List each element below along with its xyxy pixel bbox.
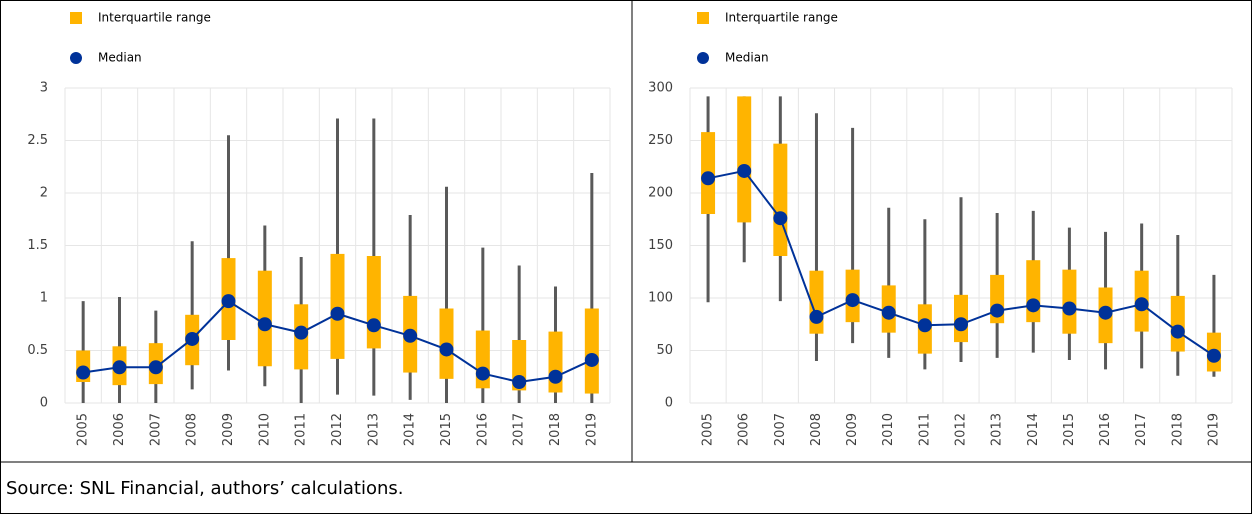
median-dot: [773, 211, 788, 226]
y-tick-label: 2: [40, 186, 48, 201]
x-tick-label: 2008: [185, 413, 200, 446]
median-dot: [221, 294, 236, 309]
median-dot: [185, 331, 200, 346]
iqr-box: [584, 308, 599, 394]
iqr-box: [1170, 295, 1185, 352]
y-tick-label: 200: [648, 186, 673, 201]
x-tick-label: 2018: [1170, 413, 1185, 446]
median-dot: [1098, 305, 1113, 320]
x-tick-label: 2014: [1026, 413, 1041, 446]
median-dot: [330, 306, 345, 321]
x-tick-label: 2007: [773, 413, 788, 446]
median-dot: [1026, 298, 1041, 313]
y-tick-label: 2.5: [27, 133, 48, 148]
x-tick-label: 2011: [917, 413, 932, 446]
median-dot: [1170, 324, 1185, 339]
median-dot: [737, 163, 752, 178]
x-tick-label: 2015: [1062, 413, 1077, 446]
x-tick-label: 2007: [148, 413, 163, 446]
y-tick-label: 0: [665, 396, 673, 411]
x-tick-label: 2010: [881, 413, 896, 446]
median-dot: [439, 342, 454, 357]
legend-label: Median: [725, 51, 769, 65]
iqr-box: [1026, 260, 1041, 323]
source-note: Source: SNL Financial, authors’ calculat…: [6, 478, 404, 499]
median-dot: [954, 317, 968, 332]
x-tick-label: 2018: [548, 413, 563, 446]
x-tick-label: 2006: [112, 413, 127, 446]
y-tick-label: 300: [648, 81, 673, 96]
y-tick-label: 50: [656, 343, 673, 358]
iqr-box: [330, 253, 345, 359]
median-dot: [76, 365, 91, 380]
x-tick-label: 2014: [403, 413, 418, 446]
x-tick-label: 2015: [439, 413, 454, 446]
median-dot: [809, 309, 824, 324]
legend-swatch: [70, 52, 82, 64]
x-tick-label: 2012: [954, 413, 969, 446]
median-dot: [845, 293, 860, 308]
x-tick-label: 2012: [330, 413, 345, 446]
median-dot: [148, 360, 163, 375]
iqr-box: [366, 256, 381, 349]
y-tick-label: 100: [648, 291, 673, 306]
legend-swatch: [697, 12, 709, 24]
x-tick-label: 2010: [257, 413, 272, 446]
x-tick-label: 2006: [737, 413, 752, 446]
y-tick-label: 0: [40, 396, 48, 411]
x-tick-label: 2011: [294, 413, 309, 446]
x-tick-label: 2013: [366, 413, 381, 446]
legend-swatch: [697, 52, 709, 64]
x-tick-label: 2016: [475, 413, 490, 446]
legend-label: Interquartile range: [725, 11, 838, 25]
legend-label: Median: [98, 51, 142, 65]
iqr-box: [737, 96, 752, 223]
median-dot: [990, 303, 1005, 318]
median-dot: [548, 369, 563, 384]
median-dot: [512, 375, 527, 389]
median-dot: [1134, 297, 1149, 312]
y-tick-label: 150: [648, 238, 673, 253]
x-tick-label: 2017: [1134, 413, 1149, 446]
y-tick-label: 3: [40, 81, 48, 96]
x-tick-label: 2016: [1098, 413, 1113, 446]
median-dot: [403, 328, 418, 343]
iqr-box: [773, 143, 788, 256]
median-dot: [1062, 301, 1077, 316]
x-tick-label: 2017: [512, 413, 527, 446]
y-tick-label: 1: [40, 291, 48, 306]
x-tick-label: 2019: [1206, 413, 1221, 446]
legend-label: Interquartile range: [98, 11, 211, 25]
y-tick-label: 1.5: [27, 238, 48, 253]
median-dot: [366, 318, 381, 333]
median-dot: [917, 318, 932, 333]
median-dot: [475, 366, 490, 381]
median-dot: [1206, 348, 1221, 363]
median-dot: [294, 325, 309, 340]
y-tick-label: 0.5: [27, 343, 48, 358]
x-tick-label: 2008: [809, 413, 824, 446]
median-dot: [701, 171, 716, 186]
y-tick-label: 250: [648, 133, 673, 148]
legend-swatch: [70, 12, 82, 24]
x-tick-label: 2009: [845, 413, 860, 446]
x-tick-label: 2005: [76, 413, 91, 446]
median-dot: [112, 360, 127, 375]
x-tick-label: 2005: [701, 413, 716, 446]
median-dot: [584, 352, 599, 367]
x-tick-label: 2019: [584, 413, 599, 446]
median-dot: [881, 305, 896, 320]
median-dot: [257, 317, 272, 332]
x-tick-label: 2013: [990, 413, 1005, 446]
x-tick-label: 2009: [221, 413, 236, 446]
